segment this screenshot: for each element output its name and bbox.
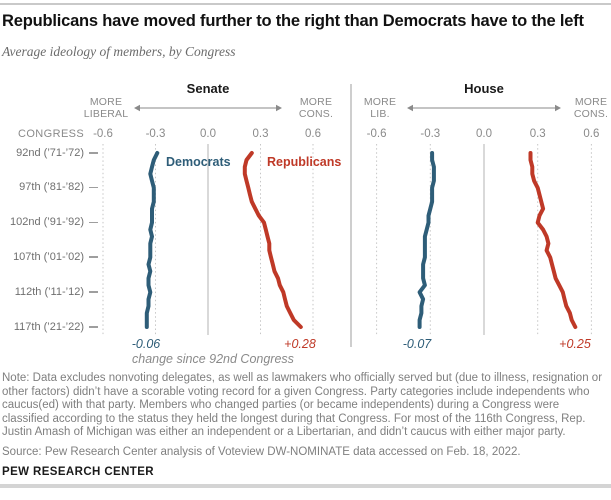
- top-rule: [0, 3, 611, 5]
- house-more-conservative-label: MORE CONS.: [567, 96, 611, 120]
- congress-row-label: 97th (’81-’82): [19, 181, 84, 194]
- arrowhead-left-icon: [134, 104, 140, 112]
- change-caption: change since 92nd Congress: [132, 352, 294, 366]
- page-title: Republicans have moved further to the ri…: [2, 12, 584, 30]
- row-tick-dash: [89, 291, 98, 293]
- arrowhead-right-icon: [555, 104, 561, 112]
- house-republicans-line: [528, 151, 578, 329]
- senate-republicans-line: [242, 151, 303, 329]
- dir-line: MORE: [299, 96, 333, 108]
- congress-row-label: 102nd (’91-’92): [10, 216, 84, 229]
- bottom-rule: [0, 484, 611, 488]
- row-tick-dash: [89, 221, 98, 224]
- row-tick-dash: [89, 326, 98, 328]
- axis-tick-label: 0.6: [583, 128, 600, 140]
- row-tick-dash: [89, 152, 98, 154]
- dir-line: CONS.: [573, 107, 609, 120]
- brand-label: PEW RESEARCH CENTER: [2, 466, 155, 478]
- axis-tick-label: 0.0: [476, 128, 492, 140]
- row-tick-dash: [89, 256, 98, 258]
- congress-row-label: 112th (’11-’12): [14, 285, 84, 298]
- congress-row-label: 92nd (’71-’72): [16, 146, 84, 159]
- senate-more-liberal-label: MORE LIBERAL: [82, 96, 130, 120]
- dir-line: LIB.: [370, 107, 390, 120]
- chart-subtitle: Average ideology of members, by Congress: [2, 44, 236, 59]
- dir-line: CONS.: [298, 107, 334, 120]
- dir-line: LIBERAL: [83, 107, 129, 120]
- congress-axis-label: CONGRESS: [18, 128, 85, 140]
- axis-tick-label: -0.6: [366, 128, 387, 140]
- dir-line: MORE: [363, 96, 397, 108]
- republicans-legend-label: Republicans: [267, 155, 342, 169]
- axis-tick-label: 0.3: [529, 128, 546, 140]
- democrats-legend-label: Democrats: [166, 155, 231, 169]
- note-text: Note: Data excludes nonvoting delegates,…: [2, 372, 603, 439]
- axis-tick-label: 0.3: [252, 128, 269, 140]
- house-more-liberal-label: MORE LIB.: [356, 96, 404, 120]
- axis-tick-label: -0.3: [145, 128, 166, 140]
- house-democrats-line: [417, 151, 436, 329]
- house-panel-title: House: [464, 81, 504, 96]
- house-republican-change-value: +0.25: [559, 337, 591, 351]
- senate-democrats-line: [144, 151, 160, 329]
- axis-tick-label: -0.6: [93, 128, 113, 140]
- congress-row-label: 107th (’01-’02): [13, 250, 84, 263]
- congress-row-label: 117th (’21-’22): [13, 320, 84, 333]
- senate-republican-change-value: +0.28: [284, 337, 316, 351]
- dir-line: MORE: [89, 96, 123, 108]
- axis-tick-label: 0.0: [200, 128, 216, 140]
- row-tick-dash: [89, 186, 98, 189]
- source-text: Source: Pew Research Center analysis of …: [2, 446, 521, 458]
- axis-tick-label: -0.3: [420, 128, 441, 140]
- senate-more-conservative-label: MORE CONS.: [292, 96, 340, 120]
- arrowhead-right-icon: [276, 104, 282, 112]
- house-democrat-change-value: -0.07: [402, 337, 432, 351]
- senate-panel-title: Senate: [186, 81, 230, 96]
- arrowhead-left-icon: [407, 104, 413, 112]
- axis-tick-label: 0.6: [305, 128, 321, 140]
- dir-line: MORE: [574, 96, 608, 108]
- senate-democrat-change-value: -0.06: [131, 337, 161, 351]
